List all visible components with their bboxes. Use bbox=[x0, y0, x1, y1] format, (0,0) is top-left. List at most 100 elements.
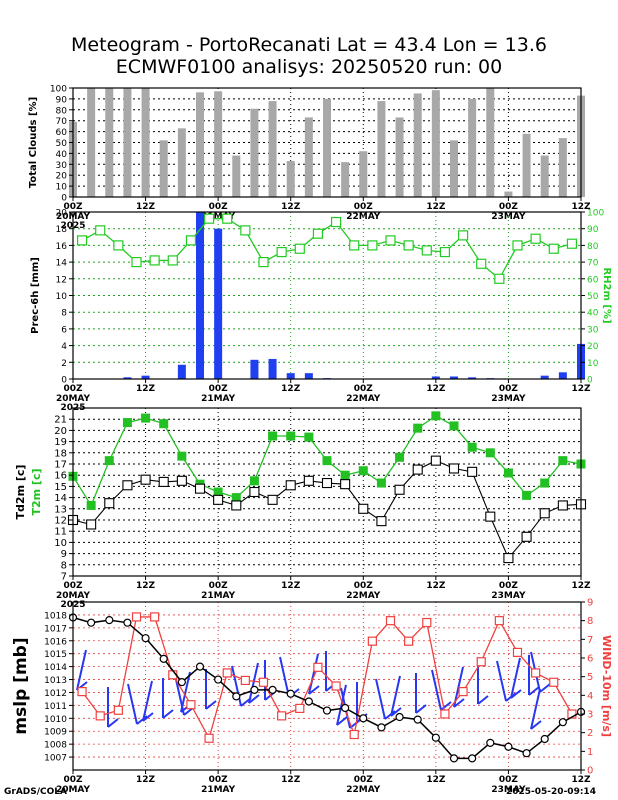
wind-barb-flag bbox=[390, 707, 402, 717]
t2m-point bbox=[322, 456, 332, 466]
wind-barb-flag bbox=[248, 694, 260, 704]
y-tick-label: 9 bbox=[61, 549, 67, 560]
cloud-bar bbox=[341, 162, 350, 197]
x-tick-label: 12Z bbox=[426, 581, 446, 591]
x-tick-label: 12Z bbox=[571, 581, 591, 591]
wind-point bbox=[150, 612, 160, 622]
y-tick-label: 20 bbox=[56, 209, 68, 219]
rh-point bbox=[439, 246, 451, 258]
x-date-label: 20MAY bbox=[56, 394, 91, 404]
rh-point bbox=[494, 273, 505, 284]
mslp-point bbox=[504, 742, 513, 751]
mslp-point bbox=[286, 689, 295, 698]
y-tick-label: 16 bbox=[56, 242, 68, 252]
wind-point bbox=[422, 617, 432, 628]
wind-barb bbox=[180, 671, 191, 713]
td2m-point bbox=[285, 480, 296, 491]
wind-barb-flag bbox=[384, 710, 396, 720]
y-tick-label: 8 bbox=[61, 309, 67, 319]
x-tick-label: 12Z bbox=[281, 384, 301, 394]
y-tick-label: 10 bbox=[56, 183, 68, 193]
y2-tick-label: 70 bbox=[587, 259, 599, 269]
mslp-point bbox=[87, 618, 96, 627]
wind-barb bbox=[279, 656, 290, 698]
wind-point bbox=[512, 647, 523, 658]
y-tick-label: 18 bbox=[56, 225, 68, 235]
rh-point bbox=[403, 240, 414, 251]
wind-barb bbox=[142, 680, 153, 722]
precip-bar bbox=[431, 376, 440, 379]
x-tick-label: 12Z bbox=[426, 775, 446, 785]
t2m-point bbox=[286, 431, 296, 441]
x-tick-label: 00Z bbox=[499, 775, 519, 785]
x-tick-label: 00Z bbox=[63, 202, 83, 212]
x-tick-label: 12Z bbox=[571, 384, 591, 394]
rh-axis-label: RH2m [%] bbox=[601, 267, 612, 323]
y-tick-label: 1008 bbox=[44, 741, 67, 751]
mslp-point bbox=[359, 714, 368, 723]
precip-bar bbox=[177, 364, 186, 379]
y2-tick-label: 100 bbox=[587, 209, 604, 219]
cloud-bar bbox=[504, 191, 513, 197]
cloud-bar bbox=[450, 140, 458, 197]
x-date-label: 20MAY bbox=[56, 591, 91, 601]
wind-point bbox=[349, 729, 359, 740]
rh-point bbox=[457, 230, 469, 241]
y2-tick-label: 8 bbox=[587, 616, 593, 627]
t2m-point bbox=[177, 451, 187, 461]
wind-point bbox=[222, 668, 232, 678]
wind-barb bbox=[248, 662, 259, 704]
x-tick-label: 00Z bbox=[209, 202, 229, 212]
cloud-bar bbox=[558, 138, 567, 197]
x-tick-label: 00Z bbox=[63, 775, 83, 785]
x-tick-label: 00Z bbox=[63, 384, 83, 394]
x-date-label: 23MAY bbox=[491, 394, 526, 404]
rh-point bbox=[330, 216, 342, 228]
y2-tick-label: 7 bbox=[587, 635, 593, 646]
td2m-point bbox=[158, 476, 169, 487]
y-tick-label: 50 bbox=[56, 139, 68, 149]
mslp-point bbox=[395, 712, 404, 722]
td2m-point bbox=[249, 486, 260, 498]
rh-point bbox=[349, 240, 360, 251]
cloud-bar bbox=[431, 90, 440, 197]
rh-point bbox=[240, 225, 251, 236]
y-tick-label: 20 bbox=[56, 172, 68, 182]
y-tick-label: 17 bbox=[54, 460, 67, 471]
x-tick-label: 00Z bbox=[209, 581, 229, 591]
mslp-axis-label: mslp [mb] bbox=[11, 637, 31, 734]
wind-point bbox=[77, 686, 87, 697]
wind-barb bbox=[431, 669, 442, 711]
x-tick-label: 12Z bbox=[281, 581, 301, 591]
t2m-point bbox=[358, 466, 368, 476]
footer-left: GrADS/COLA bbox=[4, 787, 67, 797]
wind-point bbox=[494, 616, 504, 626]
mslp-point bbox=[413, 715, 422, 724]
td2m-point bbox=[176, 475, 187, 486]
cloud-bar bbox=[177, 128, 186, 197]
y-tick-label: 4 bbox=[61, 342, 67, 352]
mslp-point bbox=[431, 733, 440, 742]
x-tick-label: 00Z bbox=[209, 384, 229, 394]
y2-tick-label: 80 bbox=[587, 242, 599, 252]
mslp-point bbox=[540, 734, 549, 744]
wind-barb-flag bbox=[162, 709, 174, 719]
y2-tick-label: 40 bbox=[587, 309, 599, 319]
cloud-bar bbox=[413, 93, 422, 197]
wind-barb bbox=[336, 684, 347, 726]
y-tick-label: 15 bbox=[54, 482, 67, 493]
mslp-point bbox=[195, 662, 205, 671]
t2m-point bbox=[376, 478, 386, 488]
precip-bar bbox=[196, 212, 204, 379]
y-tick-label: 20 bbox=[54, 426, 67, 437]
precip-bar bbox=[141, 375, 150, 379]
x-tick-label: 12Z bbox=[571, 775, 591, 785]
wind-barb bbox=[496, 660, 507, 702]
y2-tick-label: 60 bbox=[587, 275, 599, 285]
y-tick-label: 80 bbox=[56, 106, 68, 116]
rh-point bbox=[530, 233, 541, 244]
precip-bar bbox=[268, 358, 277, 379]
wind-point bbox=[186, 700, 196, 710]
mslp-point bbox=[232, 692, 241, 701]
td2m-point bbox=[122, 480, 133, 491]
